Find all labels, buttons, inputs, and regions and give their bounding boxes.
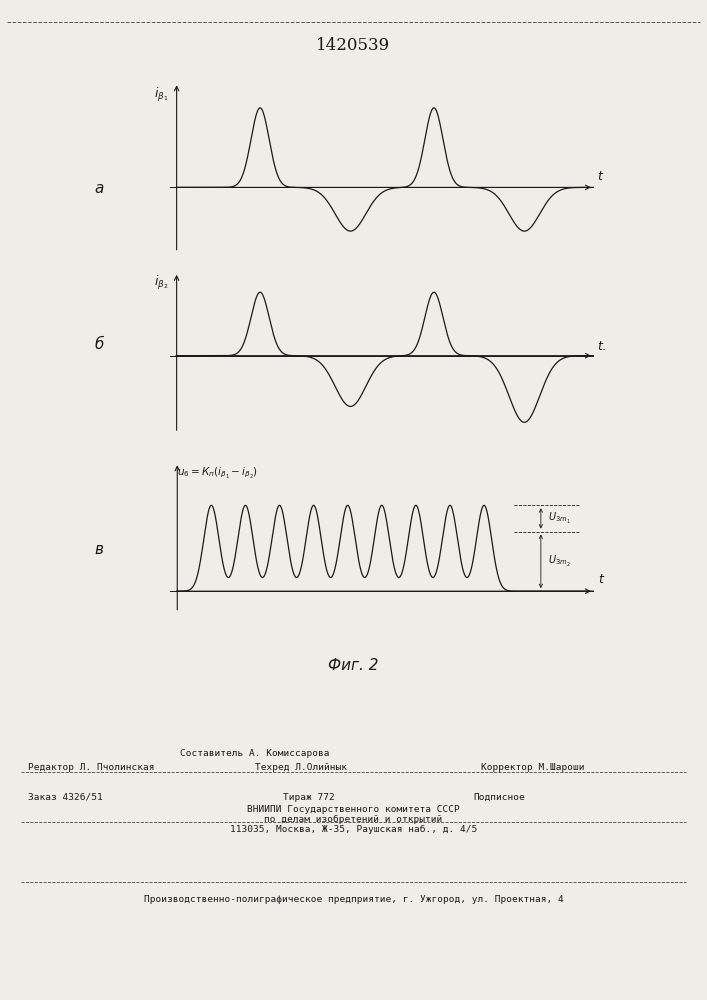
Text: $t$: $t$ (597, 170, 604, 183)
Text: Производственно-полиграфическое предприятие, г. Ужгород, ул. Проектная, 4: Производственно-полиграфическое предприя… (144, 896, 563, 904)
Text: Техред Л.Олийнык: Техред Л.Олийнык (255, 764, 346, 772)
Text: $i_{\beta_1}$: $i_{\beta_1}$ (154, 86, 168, 104)
Text: в: в (95, 542, 103, 557)
Text: Корректор М.Шароши: Корректор М.Шароши (481, 764, 584, 772)
Text: а: а (94, 181, 104, 196)
Text: $i_{\beta_2}$: $i_{\beta_2}$ (154, 274, 168, 292)
Text: $u_6=К_п(i_{\beta_1}-i_{\beta_2})$: $u_6=К_п(i_{\beta_1}-i_{\beta_2})$ (177, 465, 258, 480)
Text: ВНИИПИ Государственного комитета СССР: ВНИИПИ Государственного комитета СССР (247, 804, 460, 814)
Text: Редактор Л. Пчолинская: Редактор Л. Пчолинская (28, 764, 155, 772)
Text: $U_{3m_2}$: $U_{3m_2}$ (549, 554, 571, 569)
Text: Заказ 4326/51: Заказ 4326/51 (28, 792, 103, 802)
Text: Составитель А. Комиссарова: Составитель А. Комиссарова (180, 750, 329, 758)
Text: $t$: $t$ (597, 573, 605, 586)
Text: Фиг. 2: Фиг. 2 (328, 658, 379, 672)
Text: по делам изобретений и открытий: по делам изобретений и открытий (264, 814, 443, 824)
Text: Подписное: Подписное (474, 792, 525, 802)
Text: $U_{3m_1}$: $U_{3m_1}$ (549, 511, 571, 526)
Text: $t.$: $t.$ (597, 340, 607, 353)
Text: 113035, Москва, Ж-35, Раушская наб., д. 4/5: 113035, Москва, Ж-35, Раушская наб., д. … (230, 824, 477, 834)
Text: Тираж 772: Тираж 772 (283, 792, 334, 802)
Text: б: б (94, 337, 104, 352)
Text: 1420539: 1420539 (317, 37, 390, 54)
